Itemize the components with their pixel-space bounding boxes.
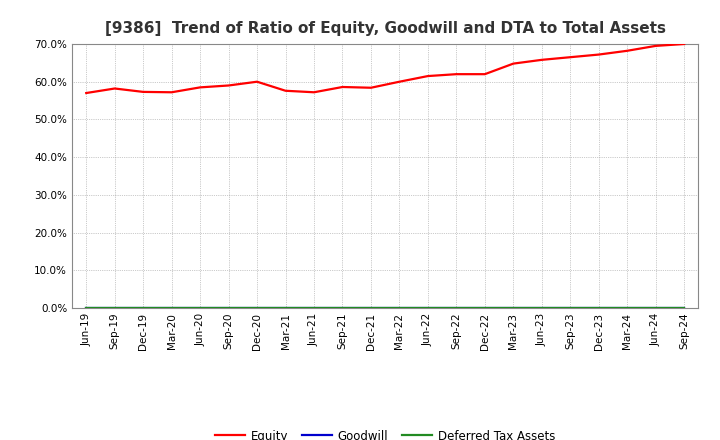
Goodwill xyxy=(652,305,660,311)
Equity xyxy=(282,88,290,93)
Deferred Tax Assets xyxy=(423,305,432,311)
Goodwill xyxy=(110,305,119,311)
Deferred Tax Assets xyxy=(595,305,603,311)
Deferred Tax Assets xyxy=(82,305,91,311)
Line: Equity: Equity xyxy=(86,44,684,93)
Goodwill xyxy=(537,305,546,311)
Deferred Tax Assets xyxy=(680,305,688,311)
Equity xyxy=(652,43,660,48)
Equity xyxy=(310,90,318,95)
Deferred Tax Assets xyxy=(110,305,119,311)
Deferred Tax Assets xyxy=(509,305,518,311)
Legend: Equity, Goodwill, Deferred Tax Assets: Equity, Goodwill, Deferred Tax Assets xyxy=(210,425,560,440)
Equity xyxy=(566,55,575,60)
Goodwill xyxy=(423,305,432,311)
Goodwill xyxy=(310,305,318,311)
Equity xyxy=(82,90,91,95)
Goodwill xyxy=(509,305,518,311)
Equity xyxy=(423,73,432,79)
Goodwill xyxy=(196,305,204,311)
Equity xyxy=(623,48,631,53)
Goodwill xyxy=(167,305,176,311)
Goodwill xyxy=(253,305,261,311)
Goodwill xyxy=(680,305,688,311)
Goodwill xyxy=(480,305,489,311)
Deferred Tax Assets xyxy=(537,305,546,311)
Goodwill xyxy=(395,305,404,311)
Goodwill xyxy=(595,305,603,311)
Equity xyxy=(395,79,404,84)
Deferred Tax Assets xyxy=(338,305,347,311)
Equity xyxy=(253,79,261,84)
Equity xyxy=(537,57,546,62)
Equity xyxy=(167,90,176,95)
Deferred Tax Assets xyxy=(139,305,148,311)
Deferred Tax Assets xyxy=(623,305,631,311)
Goodwill xyxy=(282,305,290,311)
Deferred Tax Assets xyxy=(566,305,575,311)
Deferred Tax Assets xyxy=(652,305,660,311)
Deferred Tax Assets xyxy=(310,305,318,311)
Equity xyxy=(139,89,148,95)
Equity xyxy=(110,86,119,91)
Equity xyxy=(509,61,518,66)
Deferred Tax Assets xyxy=(196,305,204,311)
Goodwill xyxy=(139,305,148,311)
Goodwill xyxy=(366,305,375,311)
Equity xyxy=(452,72,461,77)
Equity xyxy=(480,72,489,77)
Goodwill xyxy=(566,305,575,311)
Deferred Tax Assets xyxy=(167,305,176,311)
Goodwill xyxy=(82,305,91,311)
Equity xyxy=(196,85,204,90)
Title: [9386]  Trend of Ratio of Equity, Goodwill and DTA to Total Assets: [9386] Trend of Ratio of Equity, Goodwil… xyxy=(104,21,666,36)
Deferred Tax Assets xyxy=(282,305,290,311)
Deferred Tax Assets xyxy=(366,305,375,311)
Deferred Tax Assets xyxy=(452,305,461,311)
Equity xyxy=(338,84,347,90)
Deferred Tax Assets xyxy=(395,305,404,311)
Goodwill xyxy=(338,305,347,311)
Equity xyxy=(595,52,603,57)
Equity xyxy=(366,85,375,90)
Deferred Tax Assets xyxy=(480,305,489,311)
Goodwill xyxy=(452,305,461,311)
Deferred Tax Assets xyxy=(253,305,261,311)
Equity xyxy=(680,41,688,47)
Goodwill xyxy=(623,305,631,311)
Equity xyxy=(225,83,233,88)
Deferred Tax Assets xyxy=(225,305,233,311)
Goodwill xyxy=(225,305,233,311)
